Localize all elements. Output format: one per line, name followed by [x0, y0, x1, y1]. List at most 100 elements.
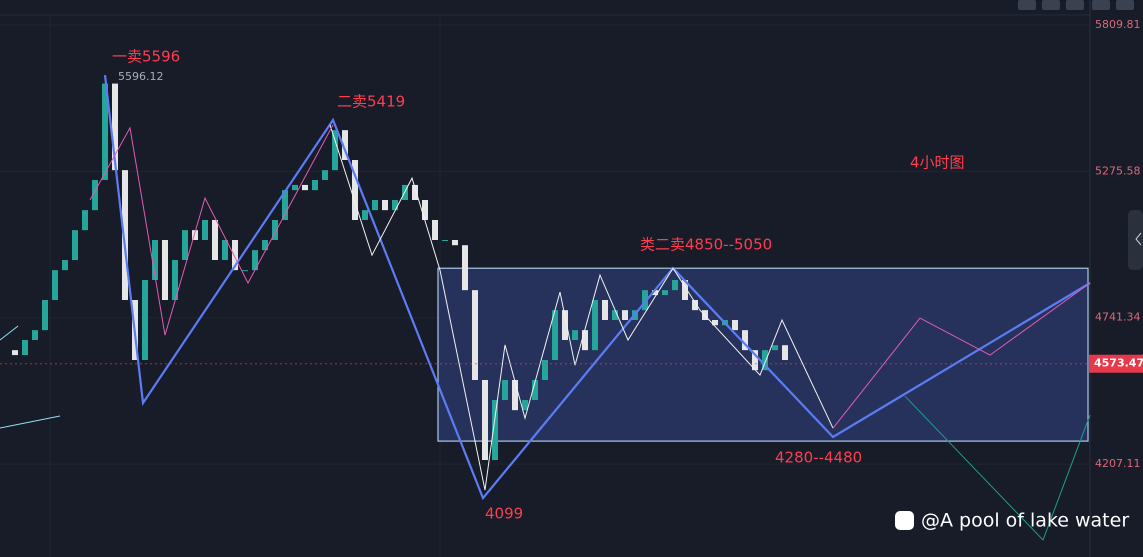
candle: [282, 190, 288, 221]
candle: [432, 220, 438, 241]
trend-stub: [0, 415, 61, 429]
candle: [352, 160, 358, 221]
candle: [742, 330, 748, 351]
candle: [52, 270, 58, 301]
candle: [12, 350, 18, 356]
side-tab[interactable]: [1128, 210, 1143, 270]
candle: [372, 200, 378, 211]
annotation: 一卖5596: [112, 48, 180, 66]
candle: [452, 240, 458, 246]
candle: [212, 220, 218, 261]
candle: [292, 184, 298, 191]
candle: [242, 270, 248, 272]
y-tick-label: 4207.11: [1095, 457, 1141, 470]
y-tick-label: 4741.34: [1095, 311, 1141, 324]
trend-stub: [0, 325, 19, 341]
annotation: 类二卖4850--5050: [640, 236, 772, 254]
annotation: 4小时图: [910, 154, 965, 172]
candle: [152, 240, 158, 281]
candle: [262, 240, 268, 251]
candle: [232, 240, 238, 271]
zigzag-line: [832, 282, 1091, 429]
candle: [192, 230, 198, 241]
candle: [552, 310, 558, 361]
candle: [272, 220, 278, 241]
candle: [302, 184, 308, 191]
candle: [222, 240, 228, 261]
candle: [512, 380, 518, 411]
candle: [42, 300, 48, 331]
annotation: 4280--4480: [775, 449, 862, 467]
candle: [772, 345, 778, 351]
candle: [662, 290, 668, 296]
candle: [142, 280, 148, 361]
candle: [392, 200, 398, 211]
candle: [252, 250, 258, 271]
tool-button[interactable]: [1042, 0, 1060, 10]
candle: [32, 330, 38, 341]
zigzag-line: [89, 124, 334, 336]
annotation: 二卖5419: [337, 93, 405, 111]
candle: [112, 83, 118, 171]
annotation: 4099: [485, 505, 523, 523]
candle: [62, 260, 68, 271]
candle: [322, 170, 328, 181]
zigzag-line: [329, 124, 834, 491]
candle: [312, 180, 318, 191]
candle: [122, 170, 128, 301]
candle: [642, 290, 648, 311]
side-tab-arrow: [1135, 232, 1142, 246]
candle: [532, 380, 538, 401]
candle: [672, 280, 678, 291]
plot: [0, 24, 1091, 541]
watermark-icon: [895, 511, 914, 530]
tool-button[interactable]: [1116, 0, 1134, 10]
candle: [382, 200, 388, 211]
candle: [342, 130, 348, 161]
candle: [732, 320, 738, 331]
candle: [602, 300, 608, 321]
candle: [72, 230, 78, 261]
candle: [762, 350, 768, 371]
candle: [172, 260, 178, 301]
candle: [752, 350, 758, 371]
candle: [612, 310, 618, 321]
candle: [22, 340, 28, 356]
candle: [412, 184, 418, 201]
candle: [542, 360, 548, 381]
candle: [502, 380, 508, 401]
tool-button[interactable]: [1066, 0, 1084, 10]
toolbar[interactable]: [1018, 0, 1134, 10]
candle: [182, 230, 188, 261]
candle: [102, 83, 108, 181]
candle: [462, 245, 468, 291]
candle: [682, 280, 688, 301]
candle: [332, 130, 338, 171]
candle: [692, 300, 698, 311]
candle: [492, 400, 498, 461]
candle: [202, 220, 208, 241]
candle: [652, 290, 658, 296]
candle: [82, 210, 88, 231]
y-tick-label: 5275.58: [1095, 164, 1141, 177]
watermark: @A pool of lake water: [921, 510, 1129, 532]
candle: [622, 310, 628, 321]
tool-button[interactable]: [1092, 0, 1110, 10]
candle: [562, 310, 568, 341]
last-price-label: 4573.47: [1094, 357, 1143, 370]
candle: [712, 320, 718, 326]
candle: [582, 330, 588, 351]
candle: [162, 240, 168, 301]
zigzag-line: [904, 395, 1091, 541]
y-tick-label: 5809.81: [1095, 18, 1141, 31]
candle: [782, 345, 788, 361]
candle: [442, 240, 448, 242]
candle: [592, 300, 598, 351]
tool-button[interactable]: [1018, 0, 1036, 10]
candle: [472, 290, 478, 381]
zigzag-line: [103, 74, 1091, 501]
candle: [572, 330, 578, 341]
candle: [422, 200, 428, 221]
